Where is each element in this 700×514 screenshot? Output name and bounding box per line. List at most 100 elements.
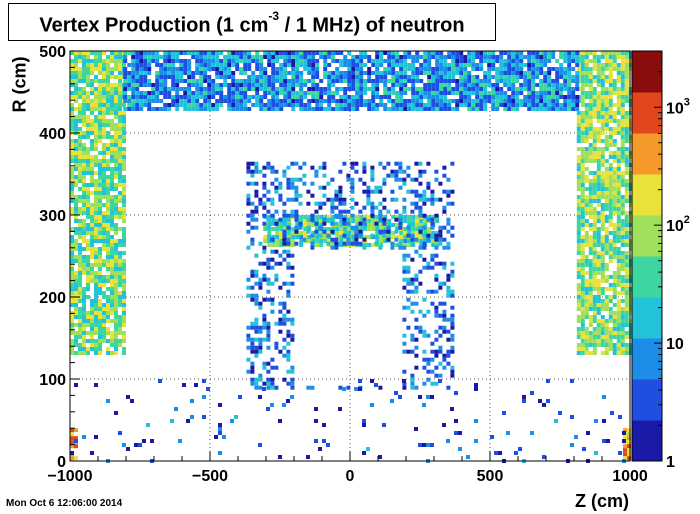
heat-cell (271, 95, 276, 99)
heat-cell (110, 247, 114, 251)
heat-cell (122, 243, 126, 247)
heat-cell (596, 67, 601, 71)
heat-cell (127, 87, 132, 91)
heat-cell (624, 67, 629, 71)
heat-cell (271, 107, 276, 111)
heat-cell (434, 253, 439, 258)
heat-cell (106, 71, 110, 75)
heat-cell (70, 251, 74, 255)
heat-cell (327, 227, 332, 231)
heat-cell (102, 99, 106, 103)
heat-cell (291, 231, 296, 235)
heat-cell (282, 353, 287, 358)
heat-cell (318, 201, 323, 206)
heat-cell (443, 59, 448, 63)
heat-cell (118, 139, 122, 143)
heat-cell (143, 63, 148, 67)
heat-cell (588, 315, 593, 319)
heat-cell (290, 317, 295, 322)
heat-cell (330, 205, 335, 210)
heat-cell (450, 317, 455, 322)
heat-cell (246, 213, 251, 218)
heat-cell (78, 151, 82, 155)
heat-cell (90, 123, 94, 127)
heat-cell (118, 175, 122, 179)
heat-cell (559, 67, 564, 71)
heat-cell (187, 91, 192, 95)
heat-cell (403, 91, 408, 95)
heat-cell (523, 71, 528, 75)
heat-cell (402, 285, 407, 290)
heat-cell (98, 291, 102, 295)
heat-cell (315, 227, 320, 231)
heat-cell (254, 189, 259, 194)
heat-cell (616, 79, 621, 83)
heat-cell (70, 303, 74, 307)
heat-cell (307, 67, 312, 71)
heat-cell (403, 75, 408, 79)
heat-cell (114, 127, 118, 131)
heat-cell (604, 327, 609, 331)
color-scale-swatch (632, 146, 662, 154)
heat-cell (450, 369, 455, 374)
heat-cell (580, 127, 585, 131)
heat-cell (596, 195, 601, 199)
heat-cell (483, 107, 488, 111)
heat-cell (576, 239, 581, 243)
heat-cell (86, 243, 90, 247)
heat-cell (294, 193, 299, 198)
heat-cell (243, 107, 248, 111)
heat-cell (426, 333, 431, 338)
heat-cell (106, 231, 110, 235)
heat-cell (239, 79, 244, 83)
heat-cell (551, 79, 556, 83)
heat-cell (535, 59, 540, 63)
color-scale-swatch (632, 310, 662, 318)
heat-cell (450, 373, 455, 378)
heat-cell (555, 107, 560, 111)
color-scale-swatch (632, 433, 662, 441)
heat-cell (118, 171, 122, 175)
heat-cell (74, 167, 78, 171)
heat-cell (584, 167, 589, 171)
heat-cell (620, 103, 625, 107)
heat-cell (612, 311, 617, 315)
heat-cell (423, 59, 428, 63)
heat-cell (183, 95, 188, 99)
heat-cell (627, 444, 631, 449)
heat-cell (475, 107, 480, 111)
heat-cell (118, 119, 122, 123)
heat-cell (620, 179, 625, 183)
heat-cell (407, 103, 412, 107)
heat-cell (134, 443, 138, 447)
heat-cell (322, 185, 327, 190)
heat-cell (442, 325, 447, 330)
heat-cell (451, 71, 456, 75)
heat-cell (403, 215, 408, 219)
heat-cell (98, 139, 102, 143)
heat-cell (98, 163, 102, 167)
heat-cell (98, 63, 102, 67)
heat-cell (102, 131, 106, 135)
heat-cell (90, 71, 94, 75)
heat-cell (98, 251, 102, 255)
heat-cell (102, 263, 106, 267)
heat-cell (94, 215, 98, 219)
heat-cell (239, 51, 244, 55)
heat-cell (475, 51, 480, 55)
heat-cell (576, 139, 581, 143)
heat-cell (219, 103, 224, 107)
heat-cell (207, 63, 212, 67)
heat-cell (90, 323, 94, 327)
heat-cell (442, 237, 447, 242)
heat-cell (239, 59, 244, 63)
color-scale-swatch (632, 338, 662, 346)
heat-cell (98, 83, 102, 87)
heat-cell (310, 193, 315, 198)
heat-cell (604, 175, 609, 179)
heat-cell (600, 151, 605, 155)
heat-cell (431, 99, 436, 103)
heat-cell (399, 107, 404, 111)
heat-cell (98, 183, 102, 187)
heat-cell (459, 55, 464, 59)
